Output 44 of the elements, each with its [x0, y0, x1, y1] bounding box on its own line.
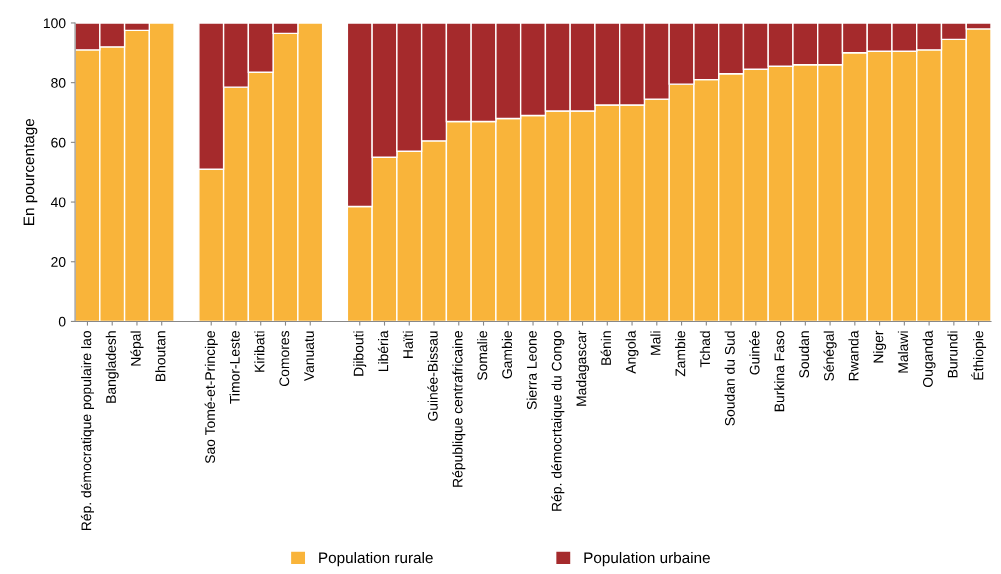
x-tick-label: République centrafricaine: [452, 331, 466, 487]
x-tick-label: Comores: [279, 330, 290, 387]
x-tick-label: Tchad: [699, 331, 711, 368]
y-tick-label: 80: [51, 77, 66, 88]
x-tick-label: Éthiopie: [971, 331, 987, 380]
x-tick-label: Madagascar: [576, 330, 590, 406]
legend-label: Population urbaine: [584, 551, 710, 567]
x-tick-label: Vanuatu: [304, 331, 314, 382]
y-tick-label: 60: [51, 137, 66, 148]
x-tick-label: Burundi: [947, 331, 958, 378]
x-tick-label: Guinée-Bissau: [427, 331, 438, 421]
x-tick-label: Libéria: [377, 330, 389, 372]
x-tick-label: Sao Tomé-et-Principe: [204, 331, 218, 464]
x-tick-label: Sénégal: [823, 331, 837, 381]
x-tick-label: Zambie: [675, 331, 686, 377]
x-tick-label: Burkina Faso: [774, 331, 785, 412]
y-tick-label: 20: [51, 257, 66, 267]
x-tick-label: Angola: [625, 330, 639, 374]
x-tick-label: Soudan du Sud: [724, 331, 735, 426]
x-tick-label: Bhoutan: [155, 331, 166, 382]
x-tick-label: Rép. démocratique populaire lao: [80, 331, 95, 531]
x-tick-label: Mali: [650, 331, 661, 355]
legend-label: Population rurale: [319, 551, 433, 567]
x-tick-label: Timor-Leste: [229, 331, 240, 404]
x-tick-label: Somalie: [477, 331, 488, 381]
x-tick-label: Sierra Leone: [526, 331, 537, 410]
x-tick-label: Niger: [873, 330, 887, 363]
y-tick-label: 40: [50, 197, 66, 208]
x-tick-label: Rép. démocrtaique du Congo: [551, 331, 565, 511]
x-tick-label: Malawi: [897, 331, 909, 373]
x-tick-label: Kiribati: [254, 331, 265, 372]
x-tick-label: Ouganda: [922, 330, 936, 387]
x-tick-label: Népal: [130, 331, 144, 366]
x-tick-label: Rwanda: [848, 330, 859, 381]
x-tick-label: Guinée: [749, 331, 760, 375]
x-tick-label: Soudan: [798, 331, 810, 378]
y-tick-label: 100: [43, 18, 66, 29]
x-tick-label: Haïti: [402, 331, 413, 358]
x-tick-label: Djibouti: [353, 331, 367, 376]
x-tick-label: Bénin: [600, 331, 612, 365]
y-tick-label: 0: [58, 316, 66, 327]
y-axis-title: En pourcentage: [23, 118, 38, 225]
x-tick-label: Gambie: [501, 331, 513, 379]
x-tick-label: Bangladesh: [105, 331, 119, 403]
